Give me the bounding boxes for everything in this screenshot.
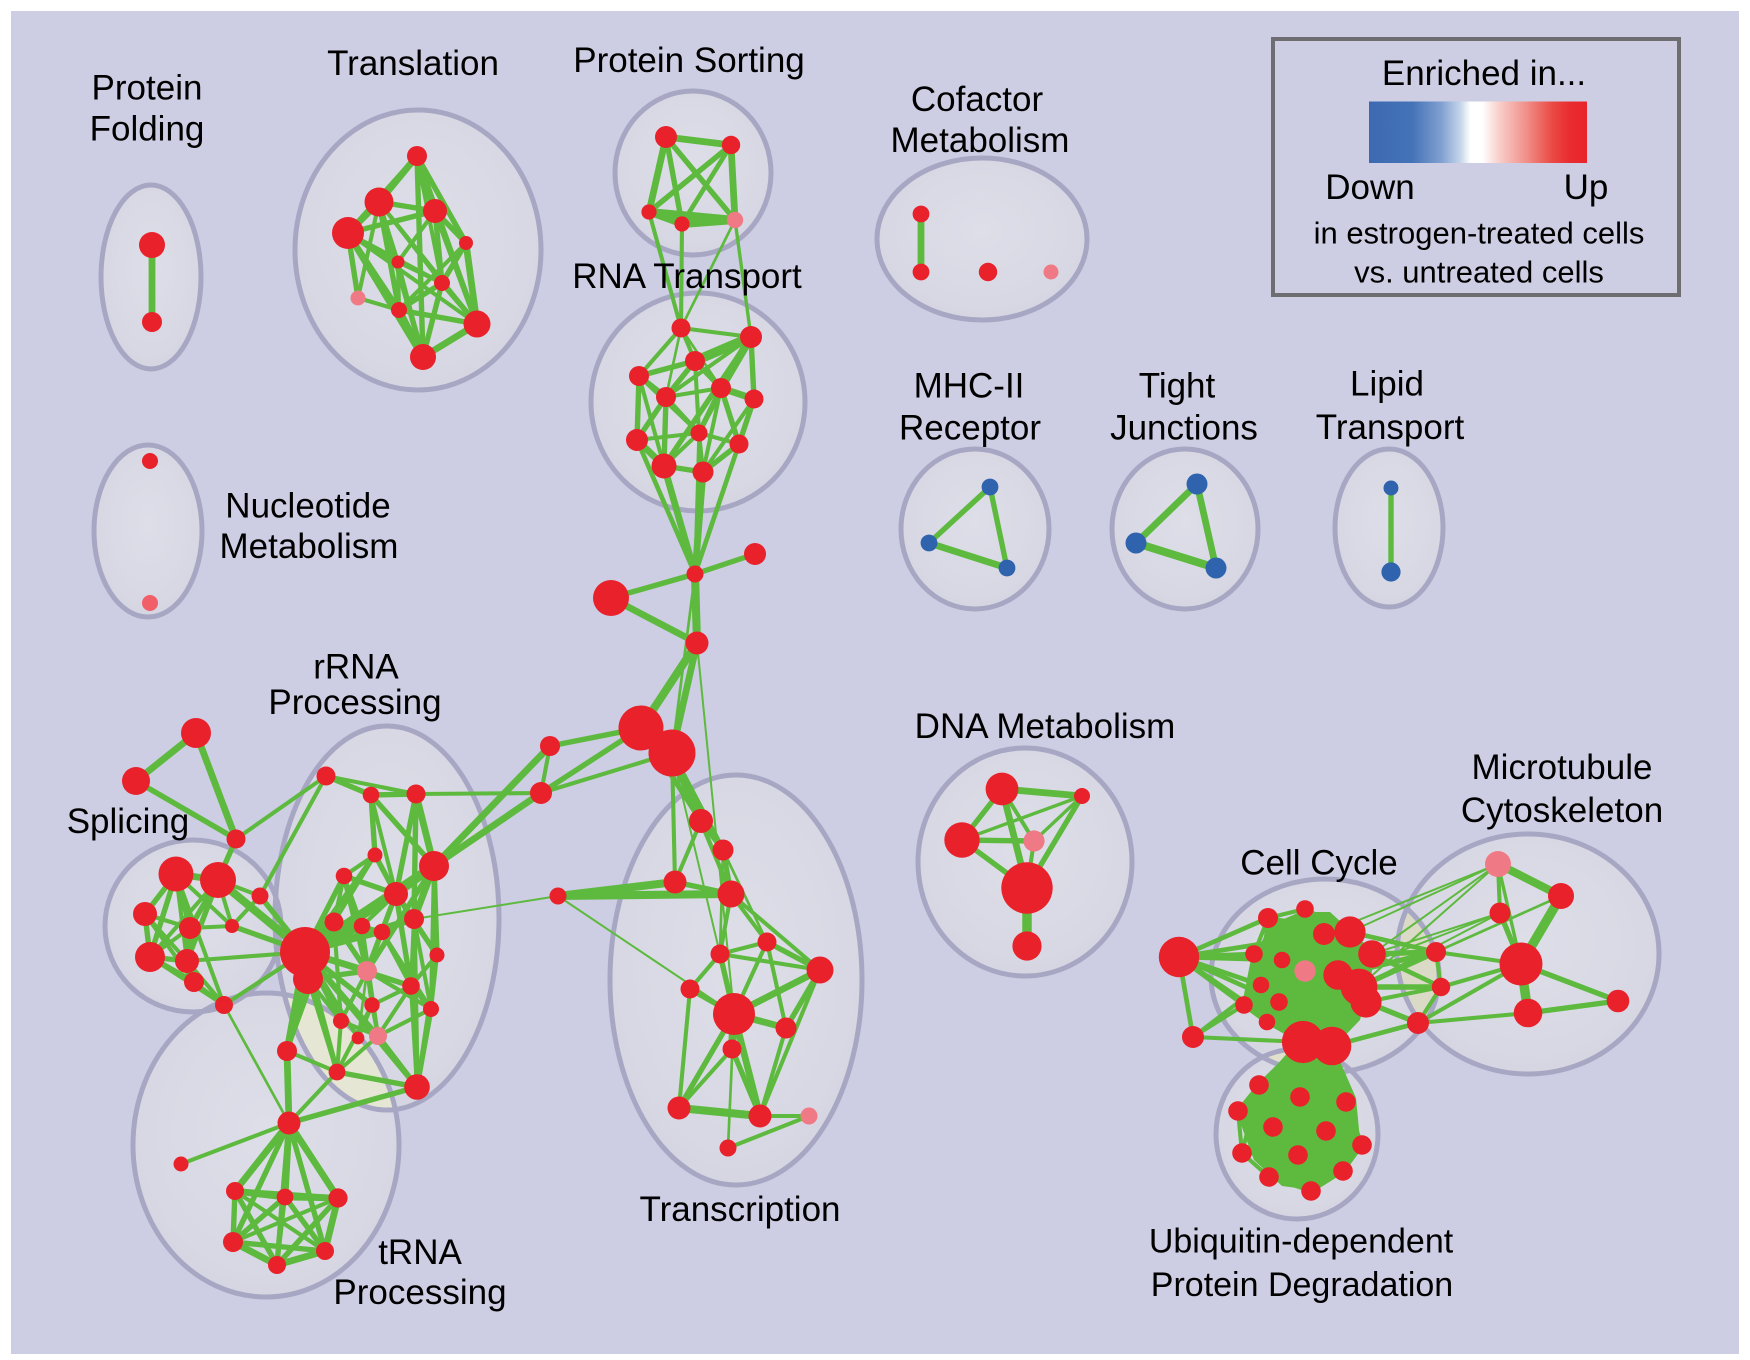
- svg-text:Nucleotide: Nucleotide: [225, 487, 390, 526]
- svg-text:Up: Up: [1564, 168, 1609, 207]
- svg-text:Lipid: Lipid: [1350, 364, 1424, 403]
- svg-text:Transport: Transport: [1316, 408, 1465, 447]
- svg-text:Processing: Processing: [268, 683, 441, 722]
- svg-text:Metabolism: Metabolism: [891, 121, 1070, 160]
- svg-text:Protein: Protein: [92, 69, 203, 108]
- svg-text:RNA Transport: RNA Transport: [572, 257, 802, 296]
- svg-text:Translation: Translation: [327, 44, 499, 83]
- svg-text:in estrogen-treated cells: in estrogen-treated cells: [1314, 215, 1645, 250]
- svg-text:Protein Sorting: Protein Sorting: [573, 41, 805, 80]
- svg-text:Cofactor: Cofactor: [911, 80, 1044, 119]
- svg-text:Enriched in...: Enriched in...: [1382, 54, 1586, 93]
- svg-text:Microtubule: Microtubule: [1472, 748, 1653, 787]
- svg-text:Folding: Folding: [90, 110, 205, 149]
- svg-text:Transcription: Transcription: [640, 1190, 841, 1229]
- svg-text:Receptor: Receptor: [899, 408, 1041, 447]
- svg-text:Metabolism: Metabolism: [220, 527, 399, 566]
- svg-text:DNA Metabolism: DNA Metabolism: [915, 707, 1176, 746]
- svg-text:Tight: Tight: [1139, 367, 1216, 406]
- svg-text:Cell Cycle: Cell Cycle: [1240, 844, 1398, 883]
- svg-text:Junctions: Junctions: [1110, 408, 1258, 447]
- svg-text:vs. untreated cells: vs. untreated cells: [1354, 254, 1604, 289]
- svg-text:Processing: Processing: [333, 1273, 506, 1312]
- svg-text:Splicing: Splicing: [67, 802, 190, 841]
- svg-text:rRNA: rRNA: [313, 648, 399, 687]
- svg-text:Down: Down: [1325, 168, 1414, 207]
- svg-text:Cytoskeleton: Cytoskeleton: [1461, 791, 1663, 830]
- svg-text:MHC-II: MHC-II: [914, 367, 1025, 406]
- svg-text:Ubiquitin-dependent: Ubiquitin-dependent: [1149, 1223, 1454, 1261]
- svg-text:tRNA: tRNA: [378, 1233, 462, 1272]
- svg-text:Protein Degradation: Protein Degradation: [1151, 1266, 1453, 1304]
